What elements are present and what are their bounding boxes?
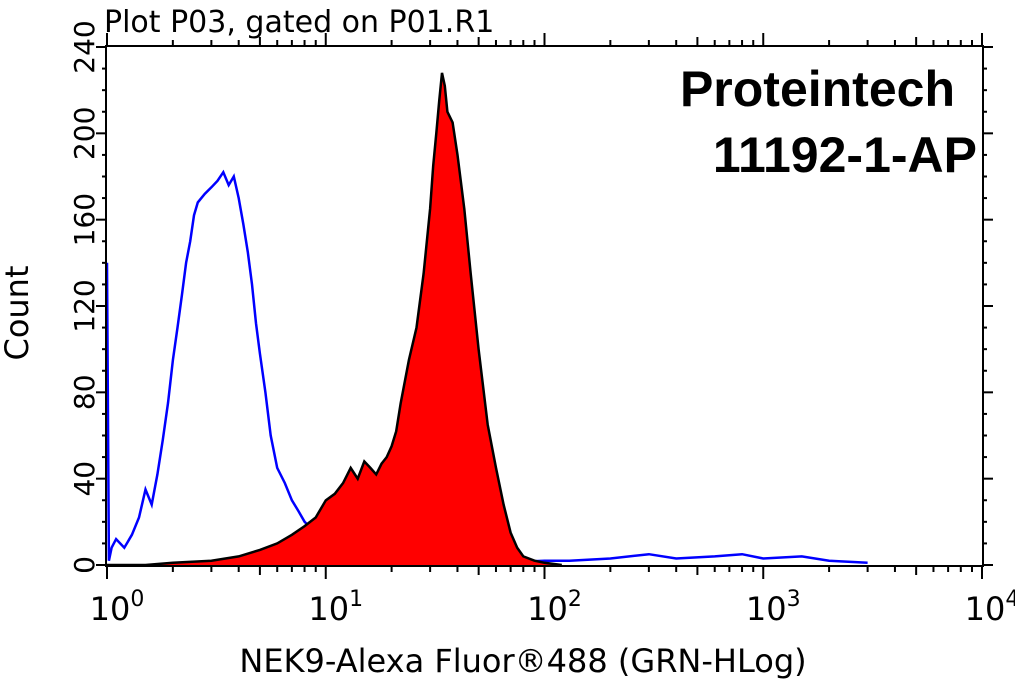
x-tick-label: 103 [746, 587, 801, 628]
stained-histogram-fill [107, 72, 562, 566]
y-axis-label: Count [0, 265, 36, 360]
y-tick-labels: 0 40 80 120 160 200 240 [68, 20, 101, 574]
x-tick-label-base: 10 [527, 590, 568, 628]
x-tick-labels: 100 101 102 103 104 [90, 587, 1015, 628]
x-tick-label: 101 [308, 587, 363, 628]
y-tick-label: 240 [68, 20, 101, 73]
y-tick-label: 40 [68, 461, 101, 497]
x-tick-label-base: 10 [308, 590, 349, 628]
series-layer [105, 72, 868, 567]
ticks-layer [96, 33, 993, 579]
x-tick-label-base: 10 [90, 590, 131, 628]
x-tick-label: 104 [965, 587, 1015, 628]
brand-annotation: Proteintech [680, 61, 955, 117]
x-tick-label: 100 [90, 587, 145, 628]
x-axis-label: NEK9-Alexa Fluor®488 (GRN-HLog) [239, 642, 806, 680]
y-tick-label: 160 [68, 193, 101, 246]
catalog-number-annotation: 11192-1-AP [713, 127, 977, 183]
x-tick-label-exponent: 3 [787, 587, 801, 612]
y-tick-label: 120 [68, 279, 101, 332]
x-tick-label: 102 [527, 587, 582, 628]
control-histogram-line [105, 169, 868, 565]
y-tick-label: 0 [68, 556, 101, 574]
x-tick-label-exponent: 0 [130, 587, 144, 612]
x-tick-label-exponent: 1 [349, 587, 363, 612]
x-tick-label-exponent: 4 [1005, 587, 1015, 612]
x-tick-label-base: 10 [746, 590, 787, 628]
x-tick-label-base: 10 [965, 590, 1006, 628]
stained-histogram-outline [107, 72, 562, 567]
y-tick-label: 200 [68, 107, 101, 160]
chart-title: Plot P03, gated on P01.R1 [104, 5, 494, 40]
x-tick-label-exponent: 2 [568, 587, 582, 612]
y-tick-label: 80 [68, 374, 101, 410]
